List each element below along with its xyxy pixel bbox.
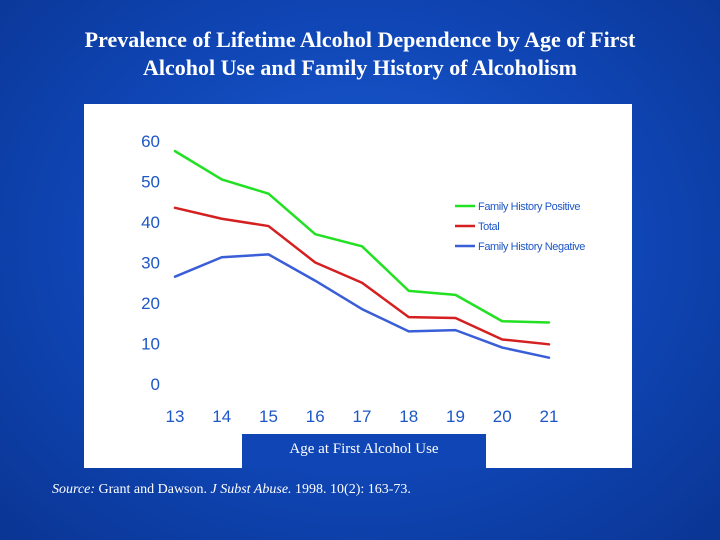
legend-label-total: Total <box>478 221 499 233</box>
legend-label-family-history-positive: Family History Positive <box>478 201 580 213</box>
plot-panel <box>84 104 632 468</box>
y-tick-label-60: 60 <box>141 132 160 151</box>
y-tick-label-20: 20 <box>141 294 160 313</box>
x-tick-label-21: 21 <box>540 407 559 426</box>
source-citation: Source: Grant and Dawson. J Subst Abuse.… <box>52 482 411 498</box>
x-tick-label-15: 15 <box>259 407 278 426</box>
x-tick-label-17: 17 <box>353 407 372 426</box>
legend-label-family-history-negative: Family History Negative <box>478 241 585 253</box>
series-line-family-history-positive <box>173 149 551 324</box>
source-journal: J Subst Abuse. <box>210 482 292 497</box>
y-tick-label-40: 40 <box>141 213 160 232</box>
y-tick-label-30: 30 <box>141 254 160 273</box>
x-tick-label-18: 18 <box>399 407 418 426</box>
x-tick-label-20: 20 <box>493 407 512 426</box>
x-axis-label: Age at First Alcohol Use <box>242 434 486 468</box>
y-axis-label: % Prevalence <box>111 219 126 297</box>
source-label: Source: <box>52 482 96 497</box>
source-authors: Grant and Dawson. <box>95 482 211 497</box>
x-tick-label-19: 19 <box>446 407 465 426</box>
source-details: 1998. 10(2): 163-73. <box>291 482 411 497</box>
y-tick-label-10: 10 <box>141 335 160 354</box>
slide-title-line-1: Prevalence of Lifetime Alcohol Dependenc… <box>84 27 636 52</box>
slide-title: Prevalence of Lifetime Alcohol Dependenc… <box>0 26 720 82</box>
x-tick-label-13: 13 <box>166 407 185 426</box>
slide-title-line-2: Alcohol Use and Family History of Alcoho… <box>143 55 577 80</box>
y-tick-label-0: 0 <box>151 375 160 394</box>
series-line-total <box>173 206 551 346</box>
x-tick-label-16: 16 <box>306 407 325 426</box>
series-line-family-history-negative <box>173 253 551 359</box>
y-tick-label-50: 50 <box>141 173 160 192</box>
x-tick-label-14: 14 <box>212 407 231 426</box>
